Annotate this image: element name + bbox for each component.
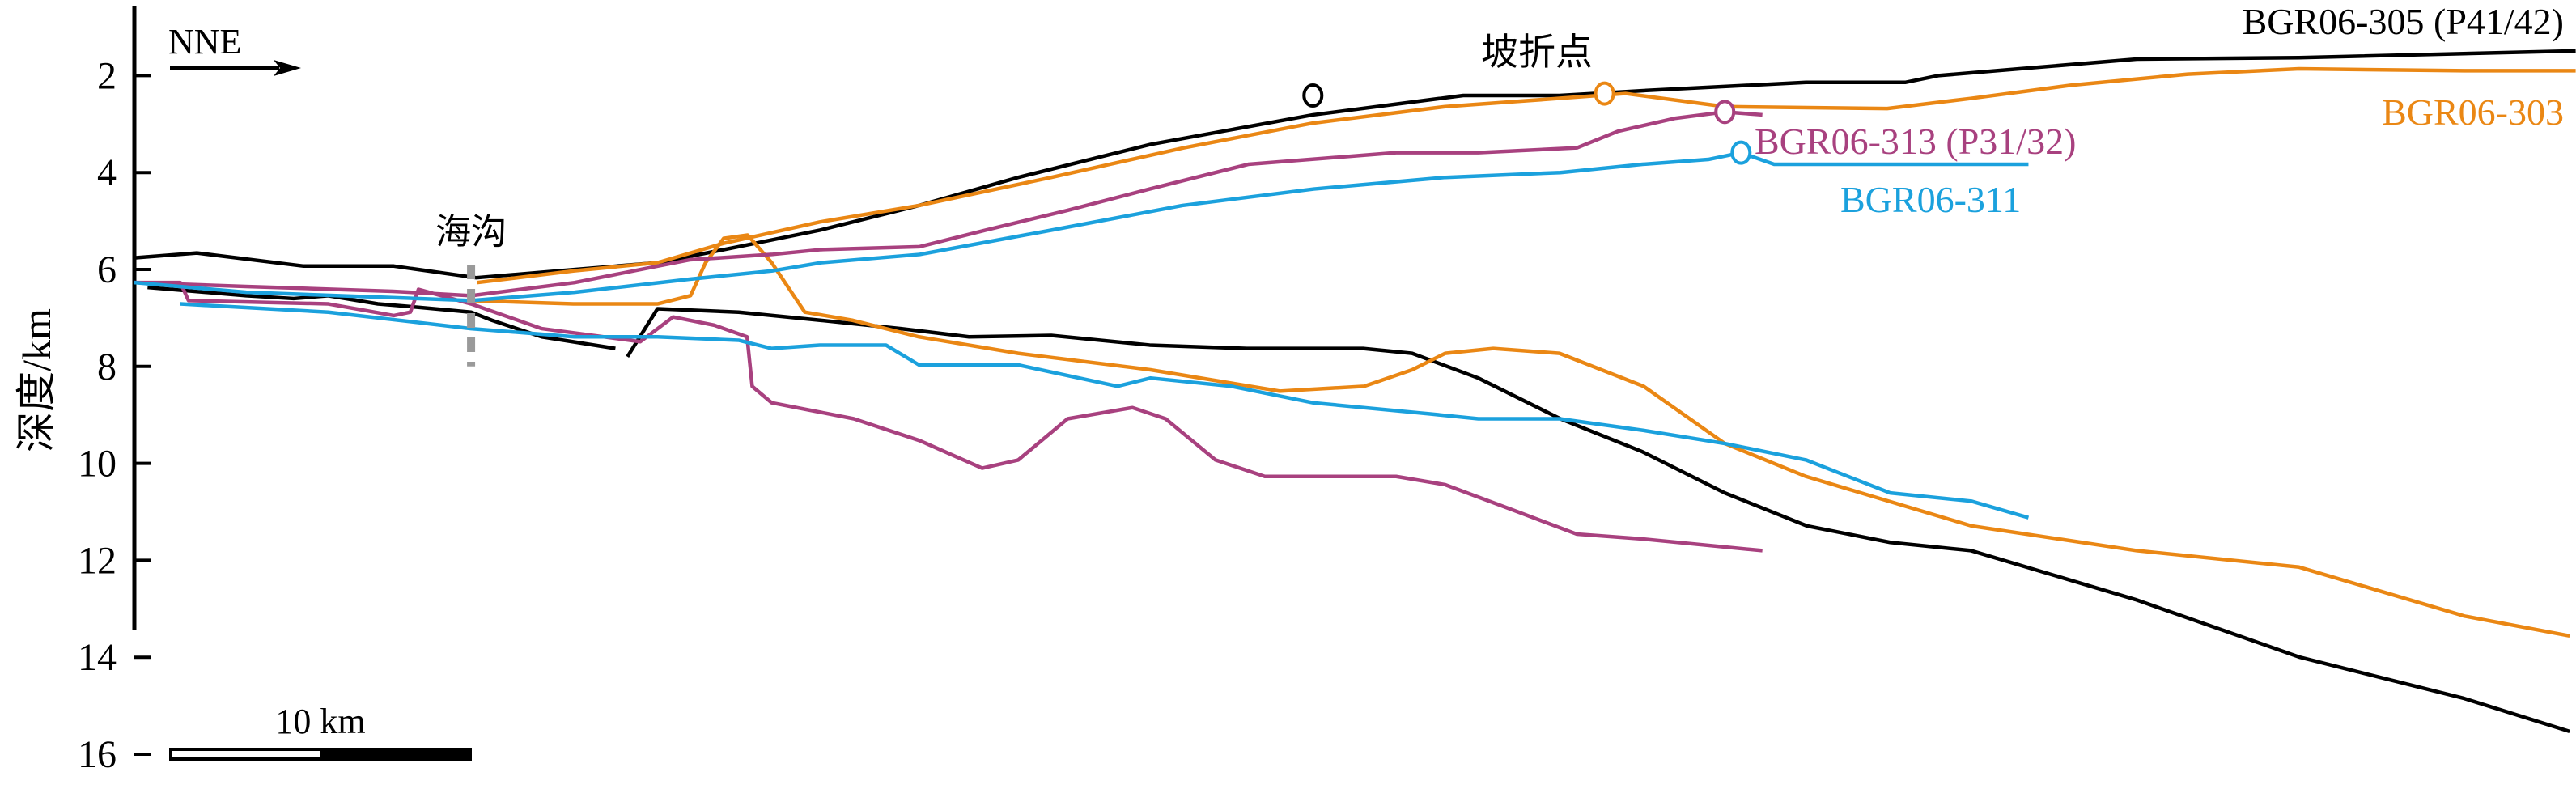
legend-label-bgr06-311: BGR06-311 (1840, 179, 2021, 220)
y-tick-label: 4 (97, 151, 117, 194)
series-line-2-segment-1 (134, 280, 1763, 553)
slope-break-marker (1714, 100, 1736, 125)
y-tick-label: 6 (97, 248, 117, 291)
scale-bar-black (321, 748, 472, 761)
series-line-2-segment-0 (134, 110, 1763, 298)
slope-break-label: 坡折点 (1481, 32, 1593, 73)
y-tick-label: 12 (78, 539, 117, 582)
y-axis: 2 4 6 8 10 12 14 16 (78, 6, 151, 776)
slope-break-marker (1594, 81, 1615, 106)
direction-label: NNE (168, 22, 241, 62)
y-tick-label: 10 (78, 443, 117, 486)
y-tick-label: 8 (97, 346, 117, 388)
legend-label-bgr06-313: BGR06-313 (P31/32) (1755, 121, 2076, 162)
series-line-0-segment-1 (147, 285, 616, 350)
scale-bar: 10 km (169, 702, 472, 761)
scale-bar-white (169, 748, 323, 761)
y-axis-label: 深度/km (14, 308, 59, 452)
legend-label-bgr06-303: BGR06-303 (2382, 91, 2564, 133)
trench-label: 海沟 (435, 212, 507, 252)
y-tick-label: 16 (78, 733, 117, 776)
direction-indicator: NNE (168, 22, 301, 76)
legend-label-bgr06-305: BGR06-305 (P41/42) (2243, 1, 2564, 42)
series-line-1-segment-1 (471, 233, 2570, 638)
scale-bar-label: 10 km (275, 702, 365, 741)
series-line-3-segment-1 (180, 302, 2030, 520)
arrow-icon (274, 60, 301, 76)
y-tick-label: 14 (78, 636, 117, 679)
series-line-1-segment-0 (477, 66, 2576, 285)
series-line-0-segment-2 (626, 307, 2570, 733)
series-line-0-segment-0 (134, 49, 2576, 280)
trench-annotation: 海沟 (435, 212, 507, 367)
series-line-3-segment-0 (134, 151, 2029, 303)
slope-break-marker (1302, 83, 1324, 108)
slope-break-marker (1730, 140, 1752, 165)
y-tick-label: 2 (97, 54, 117, 97)
